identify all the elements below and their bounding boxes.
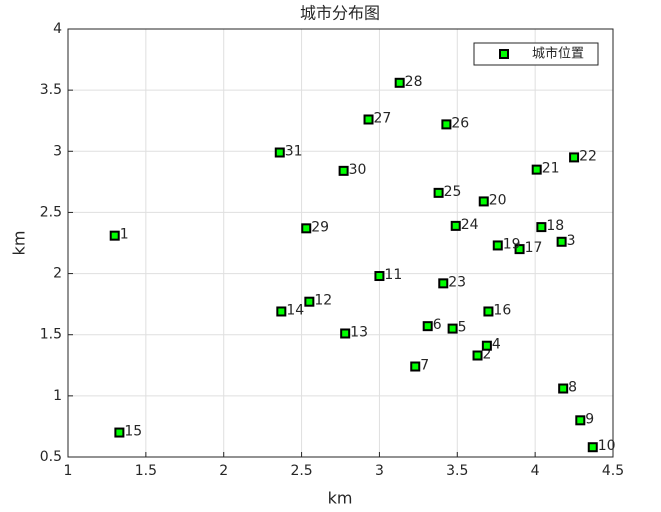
- x-axis-label: km: [328, 489, 353, 508]
- point: [514, 244, 525, 255]
- point-label: 23: [448, 274, 466, 290]
- point: [556, 236, 567, 247]
- point-label: 8: [568, 380, 577, 396]
- point-label: 2: [483, 347, 492, 363]
- point-label: 15: [124, 424, 142, 440]
- x-tick-label: 2.5: [290, 463, 312, 479]
- plot-frame: [67, 28, 614, 458]
- y-tick-label: 1.5: [40, 327, 62, 343]
- point-label: 31: [285, 144, 303, 160]
- x-tick-label: 3.5: [446, 463, 468, 479]
- point: [536, 222, 547, 233]
- point-label: 19: [503, 236, 521, 252]
- y-axis-label: km: [10, 231, 29, 256]
- y-tick-label: 3: [53, 143, 62, 159]
- point-label: 12: [314, 293, 332, 309]
- point: [441, 119, 452, 130]
- point-label: 3: [567, 233, 576, 249]
- point-label: 10: [598, 438, 616, 454]
- point: [276, 306, 287, 317]
- point-label: 16: [493, 302, 511, 318]
- point-label: 21: [542, 161, 560, 177]
- point-label: 26: [451, 115, 469, 131]
- point-label: 14: [286, 302, 304, 318]
- point-label: 13: [350, 324, 368, 340]
- x-tick-label: 4.5: [602, 463, 624, 479]
- point-label: 11: [384, 267, 402, 283]
- point: [438, 278, 449, 289]
- legend-box: [473, 42, 599, 66]
- point-label: 5: [458, 320, 467, 336]
- point: [410, 361, 421, 372]
- point-label: 1: [120, 227, 129, 243]
- point: [338, 165, 349, 176]
- point: [394, 77, 405, 88]
- point-label: 4: [492, 337, 501, 353]
- chart-title: 城市分布图: [300, 4, 380, 23]
- point: [109, 230, 120, 241]
- point: [433, 187, 444, 198]
- point: [374, 271, 385, 282]
- point-label: 20: [489, 192, 507, 208]
- x-tick-label: 1: [64, 463, 73, 479]
- point: [274, 147, 285, 158]
- point: [472, 350, 483, 361]
- point-label: 22: [579, 148, 597, 164]
- point-label: 28: [405, 74, 423, 90]
- point: [481, 340, 492, 351]
- plot-area: [68, 29, 613, 457]
- point: [569, 152, 580, 163]
- y-tick-label: 2.5: [40, 204, 62, 220]
- y-tick-label: 2: [53, 266, 62, 282]
- point-label: 17: [525, 240, 543, 256]
- y-tick-label: 0.5: [40, 449, 62, 465]
- point: [447, 323, 458, 334]
- x-tick-label: 3: [375, 463, 384, 479]
- point: [531, 164, 542, 175]
- point: [114, 427, 125, 438]
- legend-marker: [499, 49, 509, 59]
- point-label: 7: [420, 358, 429, 374]
- point-label: 9: [585, 411, 594, 427]
- point: [422, 321, 433, 332]
- y-tick-label: 4: [53, 21, 62, 37]
- point: [301, 223, 312, 234]
- point-label: 27: [374, 110, 392, 126]
- point-label: 24: [461, 217, 479, 233]
- point: [587, 442, 598, 453]
- point: [363, 114, 374, 125]
- legend-label: 城市位置: [532, 46, 584, 62]
- point: [558, 383, 569, 394]
- point-label: 18: [546, 218, 564, 234]
- x-tick-label: 1.5: [135, 463, 157, 479]
- x-tick-label: 4: [531, 463, 540, 479]
- y-tick-label: 3.5: [40, 82, 62, 98]
- point: [492, 240, 503, 251]
- point-label: 30: [349, 162, 367, 178]
- y-tick-label: 1: [53, 388, 62, 404]
- point-label: 25: [444, 184, 462, 200]
- point: [478, 196, 489, 207]
- point: [304, 296, 315, 307]
- point-label: 6: [433, 317, 442, 333]
- x-tick-label: 2: [219, 463, 228, 479]
- point: [450, 220, 461, 231]
- point-label: 29: [311, 219, 329, 235]
- point: [575, 415, 586, 426]
- point: [340, 328, 351, 339]
- point: [483, 306, 494, 317]
